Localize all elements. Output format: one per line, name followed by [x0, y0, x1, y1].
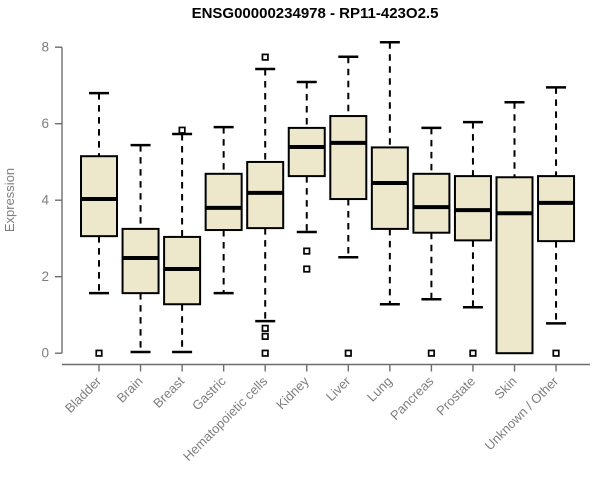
iqr-box [412, 172, 451, 234]
boxplot-liver [329, 55, 368, 357]
boxplot-unknown-other [537, 86, 576, 357]
outlier-point [95, 349, 103, 357]
boxplot-gastric [204, 125, 243, 295]
y-tick-label: 0 [41, 346, 49, 361]
y-tick-label: 8 [41, 40, 49, 55]
x-category-label: Pancreas [387, 373, 437, 423]
boxplot-bladder [80, 91, 118, 357]
boxplot-hematopoietic-cells [246, 53, 285, 357]
boxplot-brain [121, 143, 160, 354]
outlier-point [261, 324, 269, 332]
boxplot-kidney [287, 80, 326, 273]
x-category-label: Prostate [433, 374, 478, 419]
iqr-box [370, 146, 409, 230]
outlier-point [178, 126, 186, 134]
x-category-label: Liver [323, 373, 354, 404]
iqr-box [121, 227, 160, 295]
iqr-box [246, 160, 285, 230]
boxplot-prostate [453, 120, 492, 357]
y-tick-label: 6 [41, 116, 49, 131]
x-category-label: Skin [491, 374, 519, 402]
outlier-point [552, 349, 560, 357]
outlier-point [261, 332, 269, 340]
iqr-box [537, 175, 576, 243]
iqr-box [287, 126, 326, 178]
outlier-point [261, 349, 269, 357]
x-category-label: Gastric [189, 373, 229, 413]
x-category-label: Bladder [62, 373, 105, 416]
boxplot-skin [495, 101, 534, 355]
outlier-point [344, 349, 352, 357]
x-category-label: Brain [114, 374, 146, 406]
outlier-point [427, 349, 435, 357]
y-tick-label: 4 [41, 193, 49, 208]
x-category-label: Lung [364, 374, 395, 405]
iqr-box [204, 172, 243, 232]
boxplot-pancreas [412, 126, 451, 357]
box-series [80, 40, 576, 357]
boxplot-breast [163, 126, 202, 354]
outlier-point [261, 53, 269, 61]
iqr-box [329, 115, 368, 201]
y-tick-label: 2 [41, 269, 49, 284]
x-category-label: Kidney [273, 373, 312, 412]
iqr-box [80, 155, 118, 238]
outlier-point [303, 247, 311, 255]
outlier-point [303, 265, 311, 273]
chart-title: ENSG00000234978 - RP11-423O2.5 [192, 5, 439, 22]
x-category-label: Unknown / Other [482, 373, 562, 453]
outlier-point [469, 349, 477, 357]
iqr-box [495, 176, 534, 355]
boxplot-lung [370, 40, 409, 306]
y-axis-title: Expression [2, 168, 17, 232]
x-category-label: Breast [150, 373, 187, 410]
